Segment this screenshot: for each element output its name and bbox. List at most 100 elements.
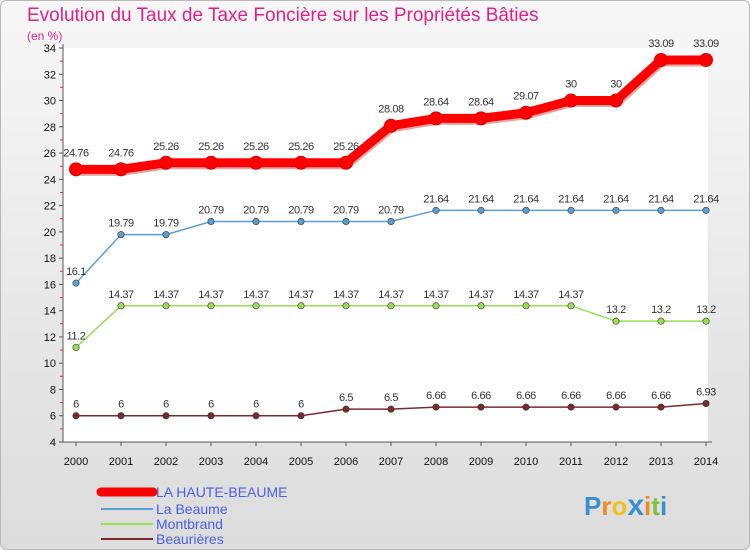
data-label: 6 (163, 399, 169, 411)
data-point (297, 217, 305, 225)
x-tick-label: 2002 (154, 456, 178, 468)
data-label: 14.37 (333, 289, 359, 301)
y-tick-label: 34 (44, 43, 56, 55)
data-label: 14.37 (513, 289, 539, 301)
data-label: 20.79 (288, 204, 314, 216)
y-tick-label: 32 (44, 69, 56, 81)
data-label: 25.26 (243, 141, 269, 153)
data-point (564, 93, 578, 108)
logo-letter: i (644, 491, 652, 521)
x-tick-label: 2013 (649, 456, 673, 468)
data-point (387, 302, 395, 310)
data-label: 20.79 (378, 204, 404, 216)
x-tick-label: 2000 (64, 456, 88, 468)
data-point (252, 217, 260, 225)
data-point (657, 403, 665, 411)
data-label: 14.37 (108, 289, 134, 301)
y-tick-label: 18 (44, 253, 56, 265)
data-label: 6.5 (384, 392, 398, 404)
data-point (162, 231, 170, 239)
logo-letter: i (659, 491, 668, 521)
y-tick-label: 6 (50, 411, 56, 423)
data-label: 6.66 (651, 390, 671, 402)
legend-entry: La Beaume (156, 501, 228, 517)
legend-entry: Montbrand (156, 516, 223, 532)
data-label: 29.07 (513, 91, 539, 103)
data-label: 6.66 (471, 390, 491, 402)
x-tick-label: 2009 (469, 456, 493, 468)
data-label: 6.66 (561, 390, 581, 402)
data-label: 21.64 (693, 193, 719, 205)
logo-letter: P (584, 491, 602, 521)
y-tick-label: 8 (50, 384, 56, 396)
data-point (294, 155, 308, 170)
data-point (297, 302, 305, 310)
data-label: 30 (565, 79, 577, 91)
data-label: 25.26 (288, 141, 314, 153)
data-label: 28.08 (378, 104, 404, 116)
y-tick-label: 28 (44, 122, 56, 134)
data-point (117, 302, 125, 310)
x-tick-label: 2007 (379, 456, 403, 468)
y-tick-label: 10 (44, 358, 56, 370)
data-label: 6 (73, 399, 79, 411)
data-label: 14.37 (198, 289, 224, 301)
chart-title: Evolution du Taux de Taxe Foncière sur l… (27, 5, 539, 26)
x-tick-label: 2012 (604, 456, 628, 468)
data-label: 6 (208, 399, 214, 411)
x-tick-label: 2006 (334, 456, 358, 468)
data-label: 11.2 (67, 330, 86, 342)
y-tick-label: 16 (44, 279, 56, 291)
data-label: 21.64 (558, 193, 584, 205)
logo-letter: t (651, 491, 660, 521)
data-point (609, 93, 623, 108)
data-label: 14.37 (153, 289, 179, 301)
y-tick-label: 24 (44, 174, 56, 186)
data-point (342, 405, 350, 413)
data-label: 21.64 (468, 193, 494, 205)
data-label: 21.64 (513, 193, 539, 205)
data-point (159, 155, 173, 170)
x-tick-label: 2001 (109, 456, 133, 468)
data-point (567, 302, 575, 310)
data-point (342, 302, 350, 310)
y-tick-label: 20 (44, 227, 56, 239)
data-point (432, 206, 440, 214)
data-point (702, 206, 710, 214)
data-label: 6.93 (696, 387, 716, 399)
x-tick-label: 2005 (289, 456, 313, 468)
data-point (72, 279, 80, 287)
data-label: 6 (298, 399, 304, 411)
data-point (117, 231, 125, 239)
y-tick-label: 22 (44, 201, 56, 213)
data-point (297, 412, 305, 420)
data-label: 13.2 (606, 304, 626, 316)
data-point (69, 162, 83, 177)
data-point (612, 206, 620, 214)
data-point (387, 405, 395, 413)
data-point (432, 403, 440, 411)
data-label: 16.1 (66, 266, 86, 278)
data-label: 24.76 (63, 147, 89, 159)
y-tick-label: 12 (44, 332, 56, 344)
data-label: 28.64 (423, 96, 449, 108)
data-point (702, 317, 710, 325)
data-label: 19.79 (108, 218, 134, 230)
data-label: 14.37 (468, 289, 494, 301)
data-point (252, 302, 260, 310)
data-point (477, 206, 485, 214)
logo-letter: o (611, 491, 628, 521)
x-tick-label: 2004 (244, 456, 268, 468)
data-point (477, 302, 485, 310)
data-point (72, 343, 80, 351)
data-point (702, 400, 710, 408)
data-label: 14.37 (288, 289, 314, 301)
data-point (429, 111, 443, 126)
data-point (612, 317, 620, 325)
data-point (342, 217, 350, 225)
data-point (207, 412, 215, 420)
data-point (522, 403, 530, 411)
data-label: 28.64 (468, 96, 494, 108)
data-point (477, 403, 485, 411)
